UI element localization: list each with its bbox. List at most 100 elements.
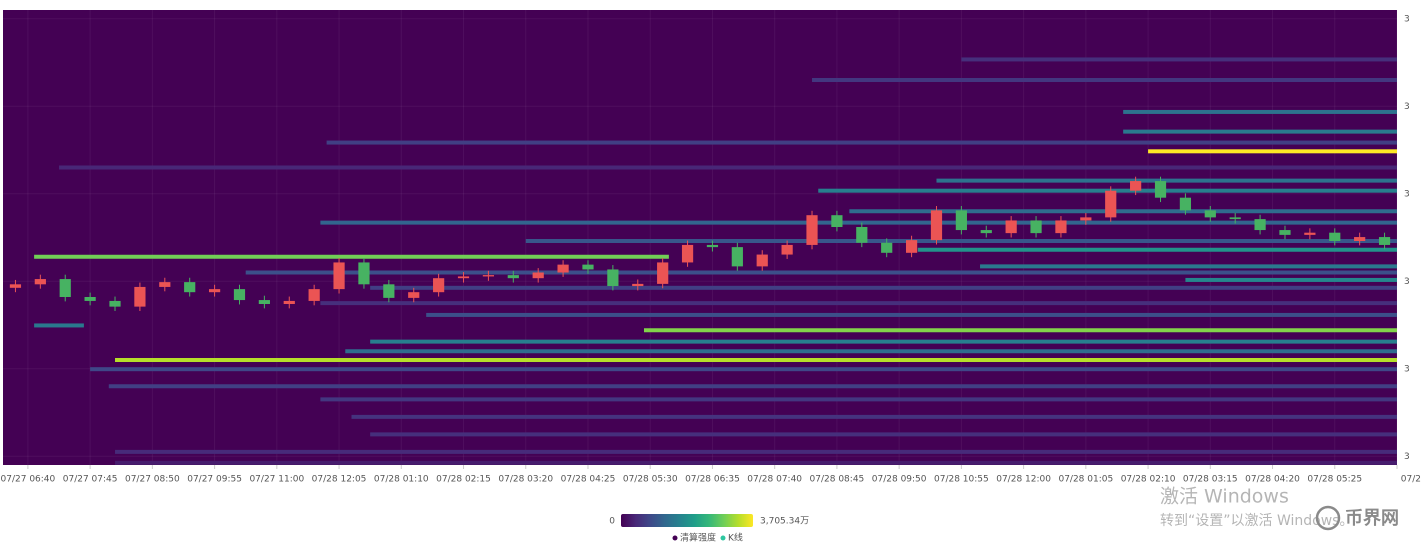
candle-body [358, 262, 370, 285]
candle-body [582, 264, 594, 270]
candle-body [59, 279, 71, 297]
x-tick-label: 07/28 01:10 [374, 475, 429, 485]
heat-band [115, 460, 1397, 465]
candle-body [856, 227, 868, 243]
candle-body [1154, 181, 1167, 198]
candle-body [905, 240, 918, 253]
heat-band [351, 414, 1397, 419]
heat-band [108, 384, 1397, 389]
candle-body [756, 254, 768, 267]
heat-band [115, 449, 1397, 454]
candle-body [532, 272, 544, 279]
plot-area [3, 10, 1397, 465]
heat-band [320, 220, 1397, 225]
x-tick-label: 07/28 07:40 [747, 475, 802, 485]
candle-body [1030, 220, 1042, 234]
x-tick-label: 07/28 12:05 [312, 475, 367, 485]
x-tick-label: 07/27 08:50 [125, 475, 180, 485]
axes: 07/27 06:40 07/27 07:45 07/27 08:50 07/27 0… [1, 14, 1421, 484]
candle-body [930, 210, 943, 241]
heat-band [245, 270, 1397, 275]
visual-map-max: 3,705.34万 [760, 517, 809, 527]
candle-body [681, 244, 694, 263]
heat-band [1123, 129, 1397, 134]
candle-body [507, 275, 519, 279]
candle-body [806, 215, 818, 245]
watermark-text: 转到“设置”以激活 Windows。 [1160, 512, 1353, 529]
candle-body [1279, 230, 1291, 235]
x-tick-label: 07/28 10:55 [934, 475, 989, 485]
heat-band [1185, 277, 1397, 282]
candle-body [233, 289, 246, 301]
heat-band [936, 178, 1397, 183]
candle-body [109, 300, 121, 307]
x-tick-label: 07/28 09:50 [872, 475, 927, 485]
candle-body [408, 292, 420, 298]
heat-band [370, 339, 1397, 344]
candle-body [1080, 217, 1092, 221]
candle-body [955, 210, 967, 231]
candle-body [831, 215, 843, 227]
watermark-text: 激活 Windows [1160, 486, 1289, 508]
heat-band [34, 254, 669, 259]
legend-marker [672, 535, 678, 541]
y-tick-label: 3 [1404, 102, 1410, 112]
heat-band [370, 285, 1397, 290]
y-tick-label: 3 [1404, 189, 1410, 199]
candle-body [1354, 237, 1366, 241]
candle-body [333, 262, 345, 290]
x-tick-label: 07/28 02:15 [436, 475, 491, 485]
x-tick-label: 07/27 09:55 [187, 475, 242, 485]
candle-body [208, 289, 221, 293]
heat-band [525, 239, 1397, 243]
heat-band [326, 140, 1397, 145]
candle-body [1254, 219, 1266, 231]
heat-band [643, 328, 1397, 333]
x-tick-label: 07/27 11:00 [249, 475, 304, 485]
x-tick-label: 07/28 04:25 [561, 475, 616, 485]
candle-body [9, 284, 22, 288]
heat-band [34, 323, 84, 328]
x-tick-label: 07/28 02:10 [1121, 475, 1176, 485]
candle-body [258, 300, 270, 304]
heat-band [980, 264, 1397, 269]
candle-body [781, 244, 793, 255]
candle-body [34, 279, 46, 285]
brand: 币界网 [1345, 508, 1399, 529]
candle-body [1204, 210, 1216, 218]
x-tick-label: 07/28 04:20 [1245, 475, 1300, 485]
legend-label: 清算强度 [680, 532, 716, 544]
candle-body [1229, 217, 1241, 220]
candle-body [1105, 190, 1117, 218]
heat-band [320, 301, 1397, 306]
x-tick-label: 07/27 07:45 [63, 475, 118, 485]
visual-map-min: 0 [609, 517, 615, 527]
candle-body [607, 269, 619, 287]
candle-body [1130, 181, 1142, 191]
candle-body [980, 230, 992, 234]
x-tick-label: 07/28 12:00 [996, 475, 1051, 485]
candle-body [706, 244, 719, 248]
candle-body [557, 264, 569, 273]
candle-body [84, 297, 96, 301]
x-tick-label: 07/28 08:45 [810, 475, 865, 485]
candle-body [134, 286, 146, 307]
heat-band [320, 397, 1397, 402]
candle-body [1378, 237, 1391, 245]
y-tick-label: 3 [1404, 452, 1410, 462]
heat-band [1148, 149, 1397, 154]
x-tick-label: 07/28 01:05 [1058, 475, 1113, 485]
heat-band [1123, 109, 1397, 114]
heatmap-background [3, 10, 1397, 465]
x-tick-label: 07/28 05:25 [1307, 475, 1362, 485]
candle-body [1179, 197, 1192, 211]
candle-body [1005, 220, 1017, 234]
x-tick-label: 07/28 05:30 [623, 475, 678, 485]
heat-band [370, 432, 1397, 437]
candle-body [881, 242, 893, 253]
candle-body [308, 289, 320, 301]
heat-band [961, 57, 1397, 62]
x-tick-label: 07/28 03:15 [1183, 475, 1238, 485]
heat-band [849, 209, 1397, 214]
